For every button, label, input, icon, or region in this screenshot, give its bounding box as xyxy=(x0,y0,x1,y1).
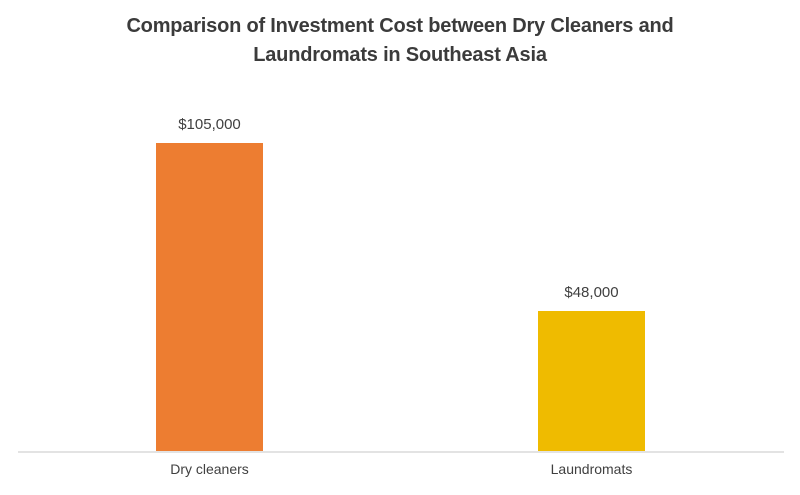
bar-dry-cleaners xyxy=(156,143,263,452)
category-label-dry-cleaners: Dry cleaners xyxy=(170,461,249,477)
chart-title-line-1: Comparison of Investment Cost between Dr… xyxy=(126,15,674,37)
bar-group-laundromats: $48,000 xyxy=(538,284,645,452)
bar-value-label-dry-cleaners: $105,000 xyxy=(178,116,241,133)
x-axis-line xyxy=(18,451,784,453)
bar-group-dry-cleaners: $105,000 xyxy=(156,116,263,452)
chart-title-line-2: Laundromats in Southeast Asia xyxy=(253,44,547,66)
bar-value-label-laundromats: $48,000 xyxy=(564,284,619,301)
bar-laundromats xyxy=(538,311,645,452)
chart-title: Comparison of Investment Cost between Dr… xyxy=(0,12,800,70)
category-label-laundromats: Laundromats xyxy=(550,461,633,477)
